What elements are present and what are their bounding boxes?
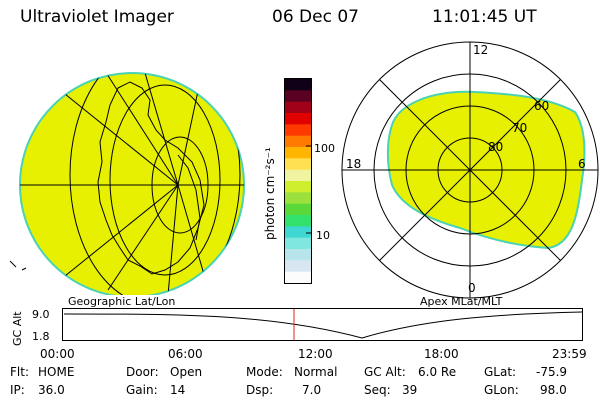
time-tick: 12:00	[298, 347, 333, 361]
flight-value: HOME	[38, 365, 75, 379]
gc-alt-label: GC Alt:	[364, 365, 406, 379]
grid-line	[167, 184, 179, 295]
colorbar-segment	[285, 124, 311, 137]
altitude-tick-high: 9.0	[32, 308, 50, 321]
colorbar-segment	[285, 113, 311, 125]
colorbar-segment	[285, 135, 311, 148]
glon-value: 98.0	[540, 383, 567, 397]
lat-label-80: 80	[488, 140, 503, 154]
seq-label: Seq:	[364, 383, 391, 397]
gain-value: 14	[170, 383, 186, 397]
grid-line	[151, 136, 209, 234]
grid-line	[21, 267, 27, 271]
grid-line	[97, 73, 179, 186]
colorbar-segment	[285, 181, 311, 193]
colorbar-segment	[285, 260, 311, 273]
mlt-label-12: 12	[473, 43, 488, 57]
time-tick: 18:00	[424, 347, 459, 361]
altitude-axis-label: GC Alt	[11, 311, 24, 346]
grid-line	[107, 184, 179, 291]
lat-label-70: 70	[512, 121, 527, 135]
colorbar-segment	[285, 158, 311, 171]
polar-plot: 12 18 6 0 60 70 80	[341, 41, 599, 299]
altitude-curve	[63, 311, 583, 339]
colorbar-segment	[285, 271, 311, 284]
gc-alt-value: 6.0 Re	[418, 365, 457, 379]
dsp-value: 7.0	[302, 383, 322, 397]
colorbar-segment	[285, 203, 311, 216]
door-value: Open	[170, 365, 203, 379]
glat-label: GLat:	[484, 365, 517, 379]
date-label: 06 Dec 07	[272, 7, 359, 27]
colorbar-segment	[285, 226, 311, 239]
colorbar-segment	[285, 192, 311, 205]
grid-line	[59, 89, 179, 186]
time-label: 11:01:45 UT	[432, 7, 537, 27]
grid-line	[69, 73, 241, 295]
geographic-image	[9, 72, 245, 295]
colorbar-segment	[285, 215, 311, 227]
flight-label: Flt:	[10, 365, 29, 379]
colorbar-label: photon cm⁻²s⁻¹	[263, 147, 277, 240]
altitude-tick-low: 1.8	[32, 330, 50, 343]
grid-line	[139, 73, 179, 186]
colorbar-border	[284, 78, 312, 284]
mode-label: Mode:	[246, 365, 283, 379]
grid-line	[59, 184, 179, 281]
mlt-line	[379, 79, 561, 261]
mode-value: Normal	[294, 365, 338, 379]
gain-label: Gain:	[126, 383, 158, 397]
ip-label: IP:	[10, 383, 25, 397]
right-caption: Apex MLat/MLT	[420, 295, 503, 308]
colorbar-segment	[285, 79, 311, 91]
colorbar-tick-10: 10	[316, 229, 330, 242]
grid-line	[109, 84, 221, 276]
coastline	[177, 154, 201, 241]
mlt-label-18: 18	[346, 157, 361, 171]
left-caption: Geographic Lat/Lon	[68, 295, 176, 308]
door-label: Door:	[126, 365, 159, 379]
colorbar-segment	[285, 90, 311, 103]
coastline	[97, 81, 205, 275]
lat-label-60: 60	[534, 99, 549, 113]
dsp-label: Dsp:	[246, 383, 274, 397]
colorbar-segment	[285, 169, 311, 182]
glon-label: GLon:	[484, 383, 519, 397]
instrument-title: Ultraviolet Imager	[20, 7, 174, 27]
mlt-label-0: 0	[468, 281, 476, 295]
mlt-label-6: 6	[578, 157, 586, 171]
altitude-plot	[62, 308, 583, 341]
grid-line	[9, 260, 17, 268]
color-bar	[284, 78, 312, 284]
time-tick: 23:59	[552, 347, 587, 361]
colorbar-segment	[285, 237, 311, 250]
time-tick: 00:00	[40, 347, 75, 361]
colorbar-segment	[285, 249, 311, 261]
colorbar-segment	[285, 147, 311, 159]
seq-value: 39	[402, 383, 418, 397]
glat-value: -75.9	[536, 365, 568, 379]
colorbar-tick-100: 100	[314, 142, 335, 155]
colorbar-segment	[285, 101, 311, 114]
time-tick: 06:00	[168, 347, 203, 361]
ip-value: 36.0	[38, 383, 65, 397]
